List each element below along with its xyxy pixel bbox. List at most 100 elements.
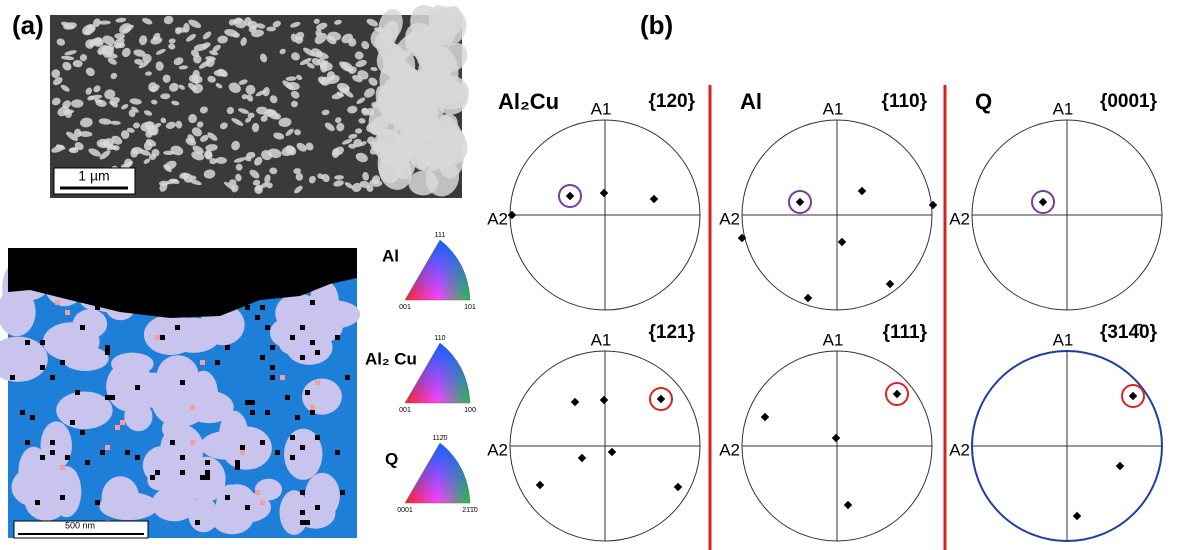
pixel: [190, 440, 195, 445]
axis-label: A2: [487, 209, 508, 228]
scale-bar-label: 1 µm: [78, 168, 109, 184]
pixel: [65, 455, 70, 460]
pixel: [240, 445, 245, 450]
pixel: [300, 325, 305, 330]
triangle-corner: 21̄1̄0: [462, 507, 478, 514]
pixel: [180, 455, 185, 460]
pixel: [335, 335, 340, 340]
pixel: [50, 450, 55, 455]
pole-dot: [571, 398, 579, 406]
pixel: [260, 500, 265, 505]
pixel: [180, 470, 185, 475]
pixel: [235, 465, 240, 470]
pole-dot: [886, 280, 894, 288]
pixel: [300, 520, 305, 525]
pixel: [10, 375, 15, 380]
pixel: [250, 410, 255, 415]
pixel: [200, 475, 205, 480]
pole-dot: [832, 434, 840, 442]
pixel: [205, 475, 210, 480]
pixel: [110, 395, 115, 400]
triangle-corner: 110: [434, 335, 445, 342]
pixel: [100, 450, 105, 455]
pole-dot: [578, 454, 586, 462]
pixel: [225, 345, 230, 350]
pixel: [180, 380, 185, 385]
panel-label: (a): [12, 10, 44, 40]
axis-label: A1: [823, 330, 844, 349]
legend-phase: Al: [382, 246, 399, 265]
triangle-corner: 0001: [397, 507, 413, 514]
axis-label: A2: [487, 440, 508, 459]
phase-label: Al₂Cu: [498, 89, 559, 114]
pixel: [60, 360, 65, 365]
pixel: [225, 495, 230, 500]
axis-label: A2: [949, 440, 970, 459]
pixel: [315, 380, 320, 385]
pixel: [310, 340, 315, 345]
pixel: [260, 355, 265, 360]
pole-dot: [858, 187, 866, 195]
pixel: [245, 505, 250, 510]
pole-dot: [674, 483, 682, 491]
panel-label: (b): [640, 10, 673, 40]
sem-particle: [233, 32, 240, 37]
pole-dot: [608, 448, 616, 456]
pixel: [25, 440, 30, 445]
pixel: [315, 505, 320, 510]
scale-bar-label: 500 nm: [65, 520, 95, 530]
triangle-corner: 001: [399, 407, 411, 414]
pixel: [60, 495, 65, 500]
pixel: [85, 460, 90, 465]
axis-label: A2: [719, 440, 740, 459]
pole-dot: [1073, 512, 1081, 520]
pole-dot: [761, 413, 769, 421]
pixel: [60, 465, 65, 470]
plane-label: {111}: [883, 322, 928, 343]
pixel: [315, 350, 320, 355]
pixel: [300, 355, 305, 360]
axis-label: A2: [949, 209, 970, 228]
pixel: [285, 395, 290, 400]
pixel: [270, 375, 275, 380]
grain: [41, 421, 72, 469]
pole-dot: [893, 390, 901, 398]
triangle-corner: 100: [464, 407, 476, 414]
pixel: [195, 520, 200, 525]
pixel: [50, 440, 55, 445]
legend-phase: Al₂ Cu: [365, 349, 417, 368]
pixel: [150, 475, 155, 480]
pole-dot: [650, 195, 658, 203]
sem-particle: [242, 94, 248, 99]
grain: [255, 479, 282, 501]
pixel: [80, 430, 85, 435]
ipf-triangle-shade: [405, 443, 470, 503]
pole-dot: [804, 294, 812, 302]
pixel: [215, 360, 220, 365]
axis-label: A2: [719, 209, 740, 228]
pixel: [255, 315, 260, 320]
pixel: [245, 400, 250, 405]
axis-label: A1: [1053, 330, 1074, 349]
plane-label: {120}: [649, 91, 696, 112]
grain: [144, 315, 198, 356]
grain: [56, 391, 112, 429]
pixel: [135, 385, 140, 390]
pole-dot: [657, 395, 665, 403]
pixel: [40, 340, 45, 345]
pole-dot: [796, 198, 804, 206]
pixel: [115, 425, 120, 430]
pixel: [305, 520, 310, 525]
pixel: [305, 390, 310, 395]
pixel: [95, 500, 100, 505]
pixel: [270, 365, 275, 370]
pixel: [265, 410, 270, 415]
pole-dot: [929, 201, 937, 209]
pixel: [340, 490, 345, 495]
pixel: [105, 395, 110, 400]
pixel: [40, 455, 45, 460]
grain: [99, 492, 158, 520]
pole-dot: [508, 211, 516, 219]
sem-particle: [145, 121, 155, 130]
plane-label: {0001}: [1100, 91, 1158, 112]
